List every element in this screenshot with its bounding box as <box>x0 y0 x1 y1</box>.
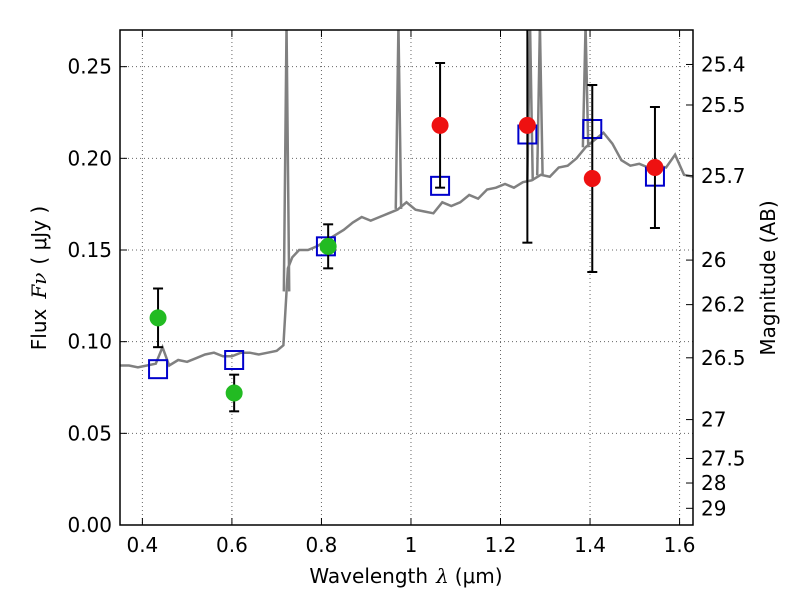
observed-flux-point <box>583 170 601 187</box>
y2-tick-label: 27.5 <box>701 446 746 470</box>
emission-line-spike <box>535 30 544 176</box>
grid-lines <box>120 30 693 526</box>
y2-tick-label: 27 <box>701 408 726 432</box>
axis-ticks: 0.4 0.6 0.8 1 1.2 1.4 1.6 0.00 0.05 0.10 0.15 0.20 0… <box>67 30 746 557</box>
x-tick-label: 1 <box>405 533 418 557</box>
y-tick-label: 0.00 <box>67 513 112 537</box>
model-photometry-square <box>224 350 245 370</box>
x-tick-label: 1.2 <box>485 533 517 557</box>
x-tick-label: 0.6 <box>216 533 248 557</box>
y-tick-label: 0.15 <box>67 238 112 262</box>
y-tick-label: 0.05 <box>67 421 112 445</box>
y2-tick-label: 28 <box>701 471 726 495</box>
y2-tick-label: 25.5 <box>701 93 746 117</box>
x-tick-label: 0.8 <box>306 533 338 557</box>
model-spectrum-line <box>120 130 693 369</box>
y-tick-label: 0.25 <box>67 55 112 79</box>
y-axis-unit: ( μJy ) <box>27 206 51 265</box>
emission-line-spike <box>282 30 291 292</box>
y2-tick-label: 26.2 <box>701 293 746 317</box>
y-axis-symbol: Fν <box>27 273 51 300</box>
observed-flux-point <box>518 116 536 134</box>
plot-area <box>120 30 693 413</box>
y2-tick-label: 26 <box>701 248 726 272</box>
observed-flux-point <box>319 237 337 255</box>
y-tick-label: 0.20 <box>67 146 112 170</box>
observed-flux-point <box>646 159 664 176</box>
y-axis-title: Flux Fν ( μJy ) <box>27 206 51 350</box>
emission-line-spike <box>581 30 590 148</box>
y2-tick-label: 25.4 <box>701 52 746 76</box>
observed-flux-point <box>431 116 449 134</box>
x-tick-label: 0.4 <box>126 533 158 557</box>
x-axis-title: Wavelength λ (μm) <box>309 564 502 588</box>
observed-flux-point <box>149 309 167 327</box>
x-axis-label: Wavelength <box>309 564 428 588</box>
plot-background <box>120 30 693 525</box>
x-axis-unit: (μm) <box>455 564 503 588</box>
y2-tick-label: 25.7 <box>701 164 746 188</box>
y2-tick-label: 26.5 <box>701 346 746 370</box>
x-tick-label: 1.6 <box>664 533 696 557</box>
observed-flux-point <box>225 384 243 402</box>
model-photometry-square <box>148 359 169 380</box>
y-tick-label: 0.10 <box>67 330 112 354</box>
y2-axis-title: Magnitude (AB) <box>756 200 780 355</box>
plot-frame <box>119 29 694 526</box>
y-axis-label: Flux <box>27 308 51 350</box>
x-tick-label: 1.4 <box>574 533 606 557</box>
y2-tick-label: 29 <box>701 496 726 520</box>
x-axis-symbol: λ <box>435 564 449 588</box>
emission-line-spike <box>394 30 403 209</box>
